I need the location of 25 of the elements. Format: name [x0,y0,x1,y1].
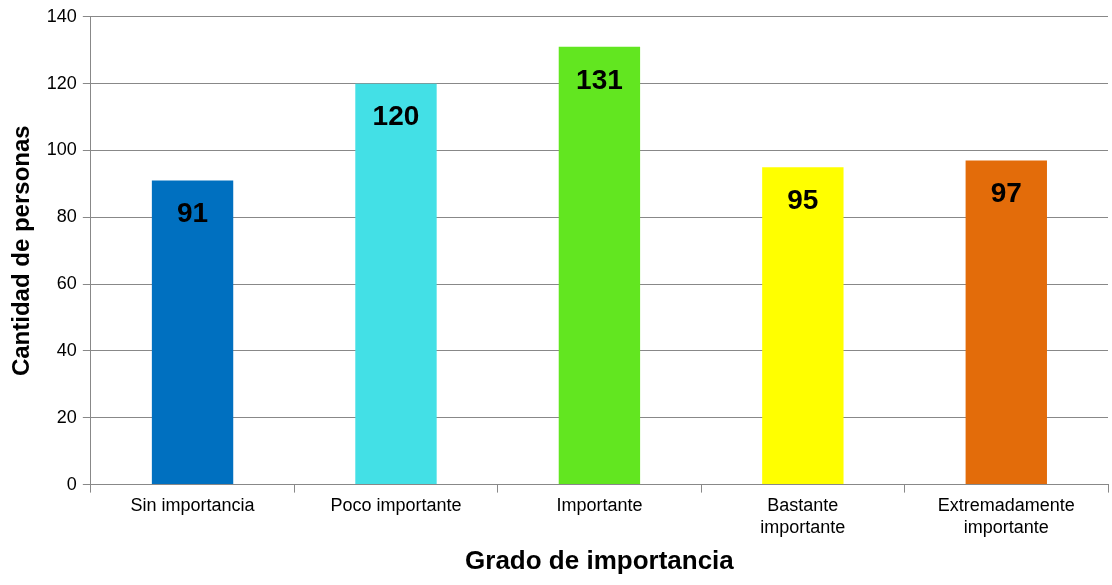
x-tick-label: Sin importancia [130,495,256,516]
y-tick-label: 0 [66,473,77,494]
bar [355,83,437,485]
data-label: 91 [176,197,209,229]
y-tick-label: 20 [56,406,77,427]
bar [151,180,234,485]
y-tick-label: 140 [46,5,77,26]
x-tick-label: Poco importante [330,495,462,516]
x-tick-label: Bastante importante [760,495,846,537]
y-tick-label: 120 [46,72,77,93]
x-axis-title: Grado de importancia [465,544,735,575]
data-label: 97 [990,177,1022,209]
bar [558,46,641,485]
bar [762,167,844,485]
y-tick-label: 80 [56,206,77,227]
y-tick-label: 100 [46,139,77,160]
y-tick-label: 60 [56,273,77,294]
bar [965,160,1047,485]
x-tick-label: Importante [556,495,643,516]
y-axis-title: Cantidad de personas [7,125,35,377]
x-tick-label: Extremadamente importante [937,495,1075,537]
data-label: 95 [787,183,819,215]
data-label: 131 [576,63,623,95]
y-tick-label: 40 [56,339,77,360]
data-label: 120 [372,100,420,132]
